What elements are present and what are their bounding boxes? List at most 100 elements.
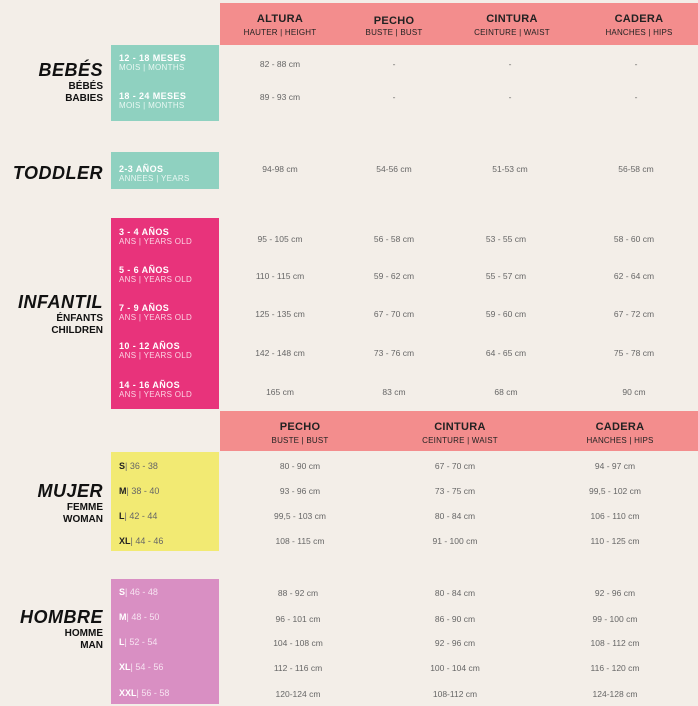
category-sub-fr: HOMME [64,628,103,639]
category-sub-fr: ÉNFANTS [56,313,103,324]
size-block-mujer: S| 36 - 38 M| 38 - 40 L| 42 - 44 XL| 44 … [111,452,219,551]
size-code: M [119,612,127,622]
size-eu: | 54 - 56 [130,662,164,672]
value-cell: 108-112 cm [432,689,478,699]
value-cell: 93 - 96 cm [279,486,321,496]
category-sub-en: MAN [80,640,103,651]
age-label: 7 - 9 AÑOS ANS | YEARS OLD [119,303,192,323]
value-cell: 94-98 cm [262,164,298,174]
category-title: HOMBRE [20,607,103,627]
header-col-bust: PECHO BUSTE | BUST [240,421,360,445]
size-label: M| 38 - 40 [119,486,159,496]
value-cell: 62 - 64 cm [613,271,655,281]
age-range: 10 - 12 AÑOS [119,341,180,351]
age-label: 10 - 12 AÑOS ANS | YEARS OLD [119,341,192,361]
header-col-height: ALTURA HAUTER | HEIGHT [222,13,338,37]
category-mujer: MUJER FEMME WOMAN [0,481,103,526]
value-cell: 80 - 84 cm [434,511,476,521]
category-sub-en: CHILDREN [51,325,103,336]
header-bar-top [220,3,698,45]
age-range: 12 - 18 MESES [119,53,187,63]
value-cell: 67 - 70 cm [434,461,476,471]
value-cell: 100 - 104 cm [430,663,480,673]
age-unit: ANS | YEARS OLD [119,237,193,246]
size-label: XL| 44 - 46 [119,536,163,546]
category-title: BEBÉS [38,60,103,80]
age-range: 3 - 4 AÑOS [119,227,170,237]
value-cell: 73 - 76 cm [373,348,415,358]
value-cell: 116 - 120 cm [590,663,640,673]
value-cell: 56-58 cm [618,164,654,174]
header-sub: HAUTER | HEIGHT [243,28,317,37]
category-hombre: HOMBRE HOMME MAN [0,607,103,652]
value-cell: 80 - 84 cm [434,588,476,598]
value-cell: 165 cm [266,387,294,397]
value-cell: 54-56 cm [376,164,412,174]
age-unit: ANS | YEARS OLD [119,390,193,399]
value-cell: 68 cm [494,387,518,397]
value-cell: - [392,59,396,69]
header-title: CINTURA [486,13,538,25]
value-cell: 56 - 58 cm [373,234,415,244]
age-unit: MOIS | MONTHS [119,101,185,110]
value-cell: 89 - 93 cm [259,92,301,102]
value-cell: 75 - 78 cm [613,348,655,358]
size-code: L [119,511,125,521]
size-label: S| 46 - 48 [119,587,158,597]
age-unit: ANS | YEARS OLD [119,275,193,284]
header-sub: BUSTE | BUST [365,28,423,37]
age-label: 18 - 24 MESES MOIS | MONTHS [119,91,186,111]
header-sub: BUSTE | BUST [271,436,329,445]
size-eu: | 56 - 58 [136,688,170,698]
category-title: TODDLER [12,163,103,183]
category-toddler: TODDLER [0,163,103,184]
header-title: CINTURA [434,421,486,433]
age-label: 2-3 AÑOS ANNEES | YEARS [119,164,190,184]
value-cell: 88 - 92 cm [277,588,319,598]
value-cell: 53 - 55 cm [485,234,527,244]
value-cell: 108 - 115 cm [275,536,325,546]
age-unit: ANS | YEARS OLD [119,351,193,360]
value-cell: 67 - 70 cm [373,309,415,319]
value-cell: 110 - 125 cm [590,536,640,546]
category-sub-fr: BÉBÉS [68,81,103,92]
value-cell: 94 - 97 cm [594,461,636,471]
header-sub: HANCHES | HIPS [586,436,654,445]
header-col-waist: CINTURA CEINTURE | WAIST [452,13,572,37]
age-unit: MOIS | MONTHS [119,63,185,72]
category-sub-en: WOMAN [63,514,103,525]
size-label: L| 42 - 44 [119,511,157,521]
value-cell: 125 - 135 cm [255,309,305,319]
size-code: XXL [119,688,137,698]
value-cell: 67 - 72 cm [613,309,655,319]
age-block-infantil: 3 - 4 AÑOS ANS | YEARS OLD 5 - 6 AÑOS AN… [111,218,219,409]
size-code: S [119,461,126,471]
header-title: ALTURA [256,13,304,25]
header-col-waist: CINTURA CEINTURE | WAIST [400,421,520,445]
size-code: XL [119,536,131,546]
value-cell: 58 - 60 cm [613,234,655,244]
header-col-hips: CADERA HANCHES | HIPS [560,421,680,445]
age-range: 5 - 6 AÑOS [119,265,170,275]
value-cell: 82 - 88 cm [259,59,301,69]
value-cell: 104 - 108 cm [273,638,323,648]
size-code: XL [119,662,131,672]
value-cell: 96 - 101 cm [275,614,321,624]
size-eu: | 52 - 54 [124,637,158,647]
header-title: CADERA [595,421,645,433]
size-label: XL| 54 - 56 [119,662,163,672]
size-eu: | 38 - 40 [126,486,160,496]
category-sub-en: BABIES [65,93,103,104]
value-cell: 142 - 148 cm [255,348,305,358]
age-unit: ANS | YEARS OLD [119,313,193,322]
age-block-bebes: 12 - 18 MESES MOIS | MONTHS 18 - 24 MESE… [111,45,219,121]
header-col-bust: PECHO BUSTE | BUST [338,15,450,37]
value-cell: 95 - 105 cm [257,234,303,244]
header-bar-adult [220,411,698,451]
value-cell: 99 - 100 cm [592,614,638,624]
header-title: CADERA [614,13,664,25]
category-bebes: BEBÉS BÉBÉS BABIES [0,60,103,105]
age-unit: ANNEES | YEARS [119,174,190,183]
size-eu: | 44 - 46 [130,536,164,546]
header-title: PECHO [373,15,415,27]
